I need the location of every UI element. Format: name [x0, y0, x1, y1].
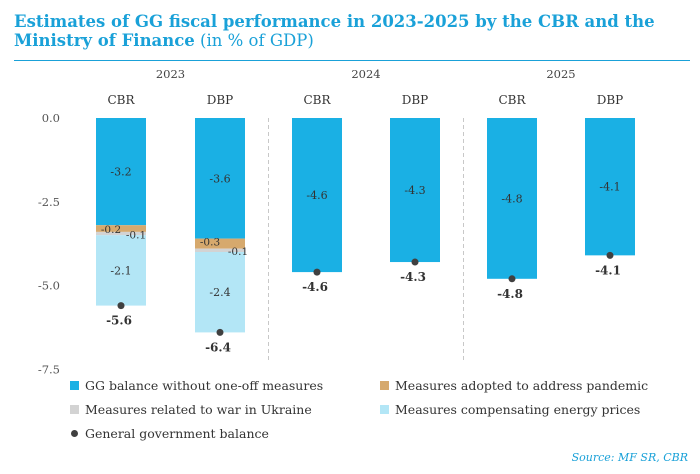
legend-label: GG balance without one-off measures — [85, 378, 324, 393]
category-label: CBR — [498, 93, 526, 107]
legend-swatch-energy-prices — [380, 405, 389, 414]
data-label: -4.3 — [404, 184, 425, 197]
y-tick-label: 0.0 — [42, 111, 60, 125]
category-label: DBP — [207, 93, 234, 107]
category-label: CBR — [107, 93, 135, 107]
data-label: -3.6 — [209, 172, 230, 185]
gg-balance-label: -4.3 — [400, 270, 426, 284]
gg-balance-marker — [508, 275, 516, 283]
year-label: 2025 — [546, 67, 575, 81]
gg-balance-label: -4.1 — [595, 263, 621, 277]
legend-label: Measures compensating energy prices — [395, 402, 641, 417]
legend-item-pandemic: Measures adopted to address pandemic — [380, 378, 648, 393]
legend-item-energy-prices: Measures compensating energy prices — [380, 402, 640, 417]
bar-segment — [390, 118, 440, 263]
bar-segment — [585, 118, 635, 256]
data-label: -0.2 — [101, 224, 121, 236]
legend-label: Measures related to war in Ukraine — [85, 402, 312, 417]
gg-balance-marker — [313, 268, 321, 276]
gg-balance-label: -6.4 — [205, 340, 231, 354]
bar-segment — [195, 118, 245, 239]
data-label: -0.3 — [200, 237, 220, 249]
bar-segment — [195, 252, 245, 333]
y-tick-label: -5.0 — [38, 279, 60, 293]
data-label: -3.2 — [110, 166, 131, 179]
category-label: DBP — [597, 93, 624, 107]
data-label: -0.1 — [126, 229, 146, 241]
gg-balance-label: -4.6 — [302, 280, 328, 294]
gg-balance-marker — [117, 302, 125, 310]
gg-balance-label: -5.6 — [106, 314, 132, 328]
category-label: DBP — [402, 93, 429, 107]
bar-segment — [195, 248, 245, 252]
data-label: -4.8 — [501, 192, 522, 205]
legend-label: Measures adopted to address pandemic — [395, 378, 649, 393]
year-label: 2024 — [351, 67, 380, 81]
chart-title: Estimates of GG fiscal performance in 20… — [14, 12, 690, 50]
legend-label: General government balance — [85, 426, 269, 441]
year-label: 2023 — [156, 67, 185, 81]
bar-segment — [96, 231, 146, 236]
gg-balance-label: -4.8 — [497, 287, 523, 301]
source-note: Source: MF SR, CBR — [571, 451, 688, 464]
category-label: CBR — [303, 93, 331, 107]
legend-item-gg-balance: General government balance — [70, 426, 269, 441]
gg-balance-marker — [411, 258, 419, 266]
bar-segment — [96, 235, 146, 306]
legend-item-ukraine-war: Measures related to war in Ukraine — [70, 402, 312, 417]
bar-segment — [96, 118, 146, 226]
data-label: -0.1 — [228, 246, 248, 258]
legend-swatch-gg-balance-ex-oneoff — [70, 381, 79, 390]
bar-segment — [487, 118, 537, 279]
chart-title-unit: (in % of GDP) — [200, 31, 314, 50]
gg-balance-marker — [216, 328, 224, 336]
title-divider — [14, 60, 690, 61]
bar-segment — [96, 225, 146, 232]
legend-swatch-ukraine-war — [70, 405, 79, 414]
gg-balance-marker — [606, 251, 614, 259]
data-label: -2.4 — [209, 286, 230, 299]
legend-swatch-pandemic — [380, 381, 389, 390]
y-tick-label: -7.5 — [38, 362, 60, 376]
data-label: -2.1 — [110, 264, 131, 277]
chart-title-main: Estimates of GG fiscal performance in 20… — [14, 12, 655, 50]
y-tick-label: -2.5 — [38, 195, 60, 209]
legend-item-gg-balance-ex-oneoff: GG balance without one-off measures — [70, 378, 323, 393]
data-label: -4.6 — [306, 189, 327, 202]
legend-marker-gg-balance — [71, 430, 78, 437]
bar-segment — [195, 238, 245, 249]
bar-segment — [292, 118, 342, 273]
data-label: -4.1 — [599, 181, 620, 194]
